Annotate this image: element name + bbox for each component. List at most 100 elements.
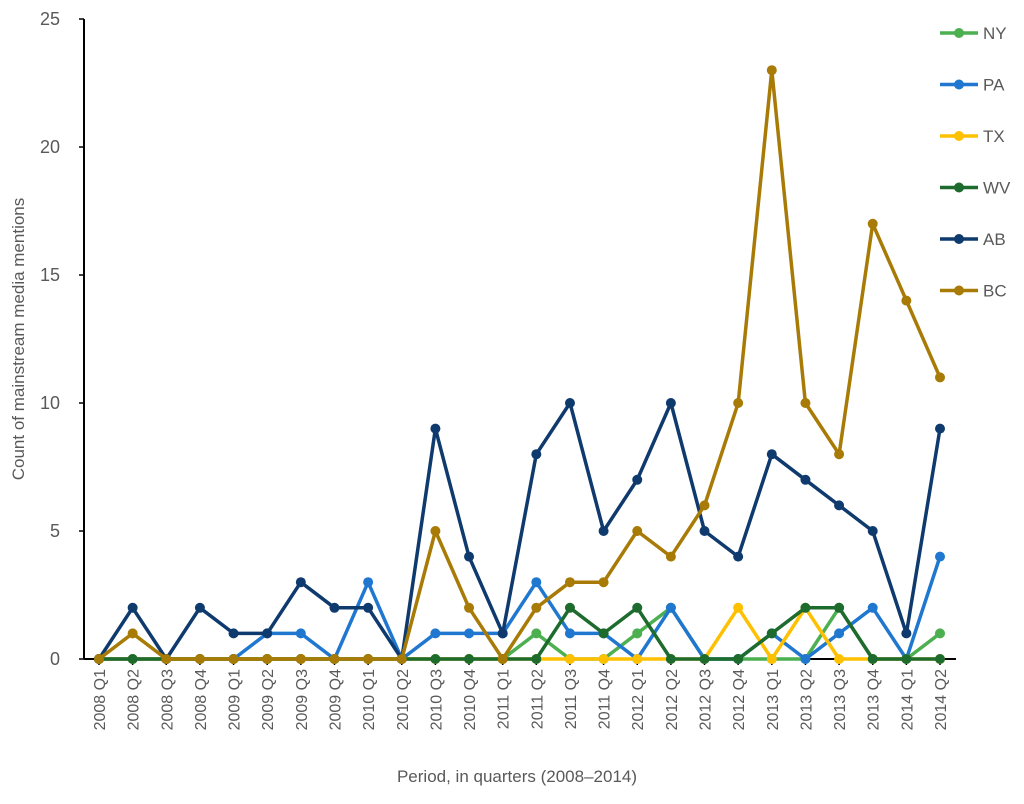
data-point (901, 654, 912, 664)
data-point (464, 628, 475, 639)
data-point (127, 602, 138, 613)
data-point (800, 654, 811, 664)
x-tick-label: 2008 Q1 (92, 669, 109, 730)
data-point (867, 526, 878, 536)
legend-label: TX (983, 127, 1005, 146)
legend-label: WV (983, 179, 1011, 198)
x-tick-label: 2014 Q2 (933, 669, 950, 730)
axes (83, 19, 956, 660)
data-point (161, 654, 172, 664)
data-point (935, 628, 945, 639)
data-point (665, 654, 676, 664)
legend: NY PA TX WV AB BC (940, 24, 1011, 301)
data-point (733, 654, 744, 664)
data-point (834, 449, 845, 460)
data-point (396, 654, 407, 664)
data-point (363, 654, 374, 664)
x-tick-label: 2010 Q2 (395, 669, 412, 730)
data-point (430, 423, 441, 434)
data-point (733, 398, 744, 408)
x-tick-label: 2008 Q2 (126, 669, 143, 730)
legend-item-bc: BC (940, 282, 1007, 301)
x-tick-label: 2012 Q3 (698, 669, 715, 730)
data-point (127, 628, 138, 639)
data-point (329, 654, 340, 664)
data-point (867, 602, 878, 613)
data-point (766, 449, 777, 460)
data-point (598, 526, 609, 536)
data-point (834, 500, 845, 511)
data-point (699, 526, 710, 536)
data-point (531, 577, 542, 588)
data-point (598, 654, 609, 664)
data-point (564, 654, 575, 664)
data-point (531, 654, 542, 664)
data-point (194, 654, 205, 664)
data-point (464, 602, 475, 613)
x-tick-label: 2009 Q4 (327, 669, 344, 730)
data-point (632, 654, 643, 664)
data-point (834, 628, 845, 639)
data-point (564, 577, 575, 588)
y-tick-label: 5 (50, 521, 60, 541)
legend-label: AB (983, 230, 1006, 249)
x-tick-label: 2013 Q1 (765, 669, 782, 730)
data-point (430, 526, 441, 536)
x-tick-label: 2013 Q2 (798, 669, 815, 730)
series-line-ab (97, 401, 942, 661)
x-tick-label: 2011 Q2 (529, 669, 546, 729)
data-point (632, 602, 643, 613)
series-line-pa (99, 556, 942, 661)
data-point (497, 628, 508, 639)
legend-swatch-marker (954, 79, 964, 90)
x-tick-label: 2010 Q1 (361, 669, 378, 730)
data-point (94, 654, 104, 664)
data-point (295, 628, 306, 639)
data-point (800, 398, 811, 408)
data-point (766, 654, 777, 664)
data-point (733, 551, 744, 562)
legend-label: PA (983, 76, 1005, 95)
y-tick-label: 15 (40, 265, 60, 285)
data-point (363, 602, 374, 613)
data-point (194, 602, 205, 613)
data-point (766, 65, 777, 76)
legend-item-ny: NY (940, 24, 1007, 43)
data-point (800, 474, 811, 485)
data-point (598, 577, 609, 588)
data-point (766, 628, 777, 639)
x-tick-label: 2008 Q4 (193, 669, 210, 730)
data-point (531, 628, 542, 639)
y-tick-label: 25 (40, 9, 60, 29)
x-tick-label: 2009 Q3 (294, 669, 311, 730)
data-point (901, 628, 912, 639)
legend-swatch-marker (954, 182, 964, 193)
data-point (632, 628, 643, 639)
legend-item-wv: WV (940, 179, 1011, 198)
data-point (935, 372, 945, 383)
x-tick-label: 2012 Q4 (731, 669, 748, 730)
legend-swatch-marker (954, 28, 964, 38)
data-point (901, 295, 912, 306)
data-point (228, 654, 239, 664)
x-axis-ticks: 2008 Q1 2008 Q2 2008 Q3 2008 Q4 2009 Q1 2009 … (92, 659, 950, 730)
data-point (665, 551, 676, 562)
data-point (329, 602, 340, 613)
data-point (363, 577, 374, 588)
legend-item-pa: PA (940, 76, 1005, 95)
x-tick-label: 2010 Q3 (428, 669, 445, 730)
data-point (262, 628, 273, 639)
x-tick-label: 2014 Q1 (899, 669, 916, 730)
legend-label: NY (983, 24, 1007, 43)
legend-swatch-marker (954, 131, 964, 141)
series-bc (94, 65, 945, 664)
data-point (935, 654, 945, 664)
data-point (127, 654, 138, 664)
legend-swatch-marker (954, 234, 964, 244)
data-point (733, 602, 744, 613)
data-point (531, 602, 542, 613)
x-tick-label: 2011 Q3 (563, 669, 580, 729)
x-tick-label: 2011 Q4 (597, 669, 614, 729)
legend-swatch-marker (954, 285, 964, 296)
